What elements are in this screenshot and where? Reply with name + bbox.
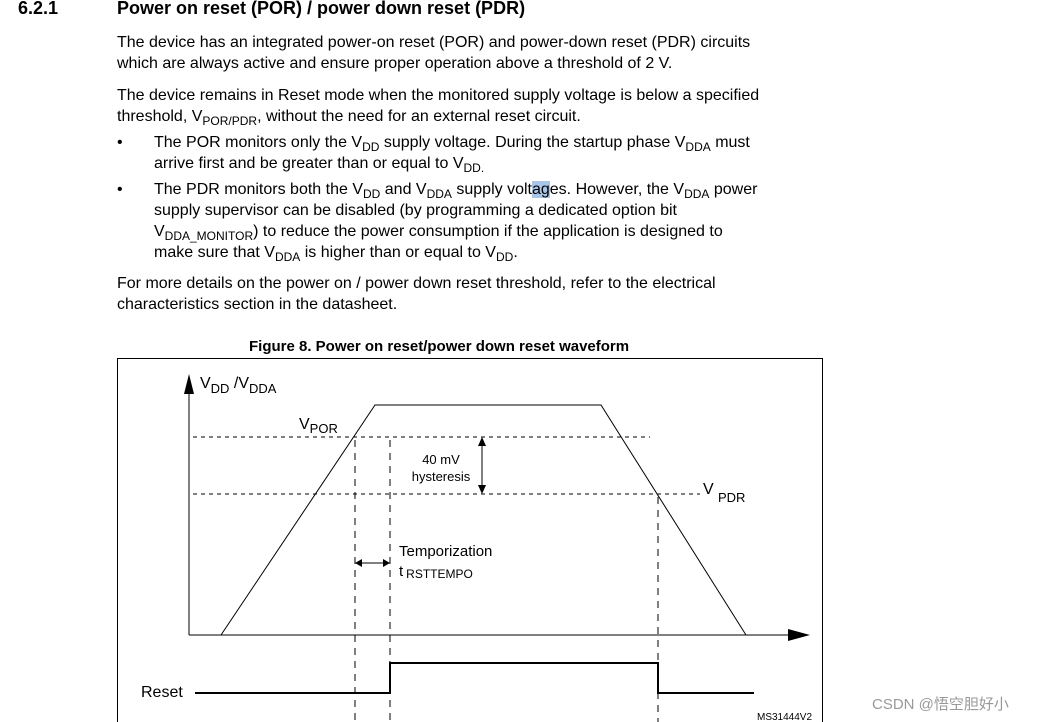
section-number: 6.2.1 [18, 0, 59, 18]
para3-l2: characteristics section in the datasheet… [117, 295, 397, 315]
para3-l1: For more details on the power on / power… [117, 274, 716, 294]
bullet1-l1: The POR monitors only the VDD supply vol… [154, 133, 750, 153]
vpor-label: VPOR [299, 416, 338, 436]
text-run: is higher than or equal to V [300, 244, 496, 261]
temporization-label: Temporization [399, 543, 492, 560]
para2-l1: The device remains in Reset mode when th… [117, 86, 759, 106]
text-run: supply supervisor can be disabled (by pr… [154, 202, 677, 219]
subscript: DDA_MONITOR [164, 229, 254, 243]
watermark: CSDN @悟空胆好小 [872, 696, 1009, 713]
para1-l2: which are always active and ensure prope… [117, 54, 672, 74]
text-run: The device has an integrated power-on re… [117, 34, 751, 51]
text-run: V [154, 223, 165, 240]
text-run: supply volt [451, 181, 532, 198]
text-run: make sure that V [154, 244, 275, 261]
text-run: arrive first and be greater than or equa… [154, 155, 464, 172]
subscript: POR/PDR [202, 114, 258, 128]
text-run: es. However, the V [549, 181, 685, 198]
bullet2-l1: The PDR monitors both the VDD and VDDA s… [154, 180, 757, 200]
subscript: DDA [274, 250, 301, 264]
bullet2-l3: VDDA_MONITOR) to reduce the power consum… [154, 222, 723, 242]
bullet1-l2: arrive first and be greater than or equa… [154, 154, 484, 174]
reset-label: Reset [141, 684, 183, 701]
subscript: DD [495, 250, 514, 264]
text-run: characteristics section in the datasheet… [117, 296, 398, 313]
subscript: DD [362, 187, 381, 201]
text-run: , without the need for an external reset… [257, 108, 581, 125]
text-run: The device remains in Reset mode when th… [117, 87, 760, 104]
text-run: The POR monitors only the V [154, 134, 363, 151]
subscript: DD. [463, 161, 485, 175]
subscript: DDA [684, 187, 710, 201]
hysteresis-label: hysteresis [412, 469, 471, 484]
text-run: and V [380, 181, 427, 198]
subscript: DD [362, 140, 380, 154]
text-run: The PDR monitors both the V [154, 181, 363, 198]
text-run: must [710, 134, 750, 151]
trsttempo-label: t RSTTEMPO [399, 563, 473, 581]
subscript: DDA [685, 140, 711, 154]
supply-voltage-curve [220, 404, 747, 636]
bullet-marker: • [117, 181, 123, 198]
para2-l2: threshold, VPOR/PDR, without the need fo… [117, 107, 581, 127]
text-run: which are always active and ensure prope… [117, 55, 673, 72]
figure-id: MS31444V2 [757, 712, 812, 722]
vpdr-label: V PDR [703, 481, 745, 505]
text-run: threshold, V [117, 108, 203, 125]
x-axis-arrow [788, 629, 810, 641]
text-run: For more details on the power on / power… [117, 275, 716, 292]
reset-signal [195, 662, 754, 694]
section-title: Power on reset (POR) / power down reset … [117, 0, 526, 18]
bullet2-l2: supply supervisor can be disabled (by pr… [154, 201, 677, 221]
subscript: DDA [426, 187, 452, 201]
text-run: . [513, 244, 518, 261]
y-axis-arrow [184, 374, 194, 394]
bullet-marker: • [117, 134, 123, 151]
y-axis-label: VDD /VDDA [200, 375, 277, 396]
figure-caption: Figure 8. Power on reset/power down rese… [249, 338, 630, 355]
text-run: ) to reduce the power consumption if the… [253, 223, 723, 240]
figure-frame [117, 358, 823, 722]
text-run: power [709, 181, 758, 198]
text-run: supply voltage. During the startup phase… [379, 134, 686, 151]
para1-l1: The device has an integrated power-on re… [117, 33, 750, 53]
text-selection: ag [531, 181, 550, 198]
bullet2-l4: make sure that VDDA is higher than or eq… [154, 243, 518, 263]
hysteresis-value: 40 mV [422, 452, 460, 467]
